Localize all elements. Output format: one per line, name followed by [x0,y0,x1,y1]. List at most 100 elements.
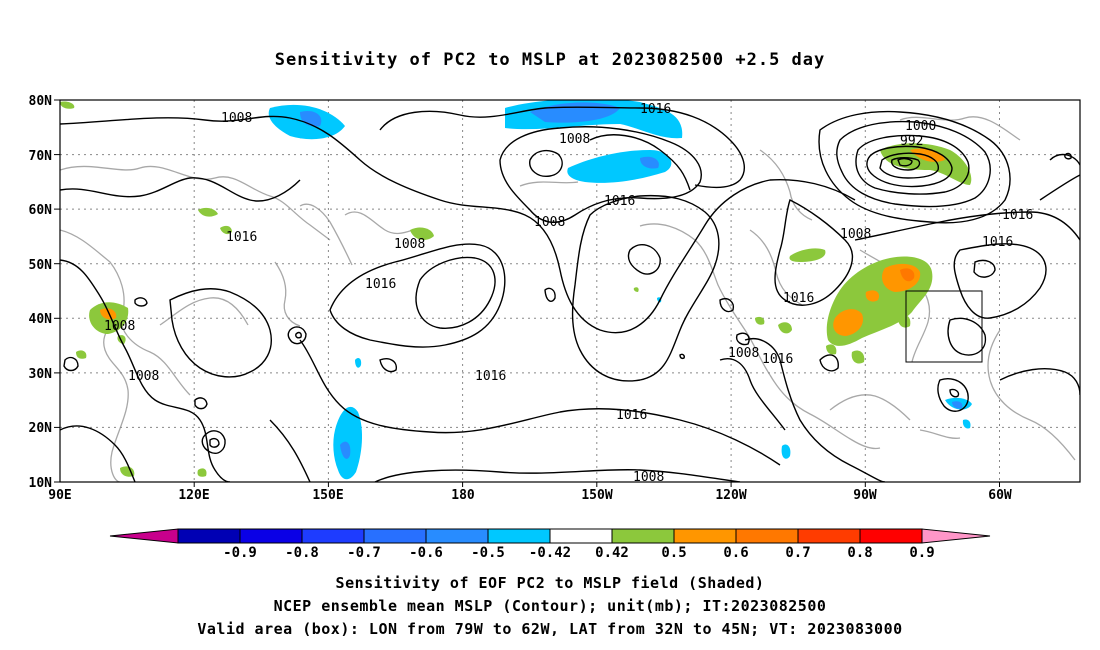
shade-orange [833,309,864,336]
shade-green [410,227,434,240]
shade-green [633,287,639,292]
shade-green [198,207,218,217]
contour-label: 1008 [394,237,425,252]
lat-tick-label: 30N [29,367,53,382]
contour-label: 1000 [905,119,936,134]
colorbar-swatch [487,528,551,544]
contour-label: 1008 [534,215,565,230]
colorbar-swatch [673,528,737,544]
contour-label: 1008 [633,470,664,485]
lat-tick-label: 80N [29,94,53,109]
valid-area-box [905,290,983,363]
contour-label: 1008 [221,111,252,126]
colorbar-tick-label: 0.9 [909,545,934,561]
lat-tick-label: 60N [29,203,53,218]
lat-tick-label: 50N [29,258,53,273]
lon-tick-label: 180 [451,488,475,503]
lon-tick-label: 150E [312,488,343,503]
shade-blue [340,441,351,459]
contour-label: 1016 [365,277,396,292]
contour-label: 992 [900,134,923,149]
shade-blue [952,401,963,409]
shade-green [898,315,911,328]
contour-label: 1016 [475,369,506,384]
caption-shading: Sensitivity of EOF PC2 to MSLP field (Sh… [335,574,765,592]
lon-tick-label: 60W [988,488,1012,503]
colorbar-tick-label: -0.7 [347,545,381,561]
contour-label: 1008 [104,319,135,334]
shade-orange [100,308,117,320]
colorbar-tick-label: 0.6 [723,545,748,561]
colorbar-tick-label: 0.8 [847,545,872,561]
contour-label: 1016 [1002,208,1033,223]
shade-orange [865,290,880,302]
sensitivity-shading [60,100,972,480]
lat-tick-label: 70N [29,149,53,164]
contour-label: 1008 [840,227,871,242]
shade-green [789,248,826,262]
colorbar-tick-label: -0.6 [409,545,443,561]
lon-tick-label: 120E [178,488,209,503]
shade-darkorange [900,268,915,282]
colorbar-tick-label: -0.42 [529,545,571,561]
colorbar-swatch [797,528,861,544]
shade-blue [640,156,659,169]
colorbar-low-triangle [109,528,179,544]
shade-green [60,101,75,109]
contour-label: 1016 [762,352,793,367]
lon-tick-label: 150W [581,488,612,503]
contour-label-group: 1008 1016 1008 1016 1008 1016 1008 1008 … [104,102,1033,485]
shade-green [851,350,865,364]
mslp-contours [60,106,1080,482]
contour-label: 1016 [616,408,647,423]
graticule [60,100,1080,482]
colorbar-tick-label: 0.42 [595,545,629,561]
shade-cyan [355,357,362,368]
colorbar-swatch [549,528,613,544]
lon-tick-label: 90E [48,488,71,503]
contour-label: 1016 [604,194,635,209]
colorbar-swatch [859,528,923,544]
colorbar-high-triangle [921,528,991,544]
lon-axis: 90E 120E 150E 180 150W 120W 90W 60W [48,488,1012,503]
shade-green [197,468,207,477]
colorbar-tick-label: -0.9 [223,545,257,561]
lat-tick-label: 20N [29,421,53,436]
colorbar [109,528,991,544]
colorbar-swatch [611,528,675,544]
shade-green [778,322,792,334]
contour-label: 1016 [982,235,1013,250]
shade-cyan [781,444,791,459]
map-frame [59,99,1081,483]
lat-axis: 80N 70N 60N 50N 40N 30N 20N 10N [29,94,53,491]
colorbar-tick-label: -0.5 [471,545,505,561]
contour-label: 1008 [128,369,159,384]
colorbar-tick-label: -0.8 [285,545,319,561]
contour-label: 1008 [728,346,759,361]
lon-tick-label: 90W [853,488,877,503]
lat-tick-label: 10N [29,476,53,491]
caption-valid-area: Valid area (box): LON from 79W to 62W, L… [197,620,903,638]
colorbar-swatch [177,528,241,544]
contour-label: 1008 [559,132,590,147]
contour-label: 1016 [783,291,814,306]
shade-green [120,466,135,477]
shade-green [826,344,837,355]
colorbar-swatch [735,528,799,544]
contour-label: 1016 [226,230,257,245]
colorbar-tick-label: 0.5 [661,545,686,561]
colorbar-tick-label: 0.7 [785,545,810,561]
colorbar-swatch [425,528,489,544]
shade-green [76,350,87,359]
shade-cyan [962,419,971,429]
shade-green [755,316,765,325]
colorbar-swatch [363,528,427,544]
colorbar-labels: -0.9 -0.8 -0.7 -0.6 -0.5 -0.42 0.42 0.5 0.6 0.7 0.… [223,545,935,561]
lat-ticks [54,99,60,483]
colorbar-swatch [239,528,303,544]
lon-tick-label: 120W [715,488,746,503]
chart-title: Sensitivity of PC2 to MSLP at 2023082500… [274,50,826,70]
colorbar-swatch [301,528,365,544]
lat-tick-label: 40N [29,312,53,327]
